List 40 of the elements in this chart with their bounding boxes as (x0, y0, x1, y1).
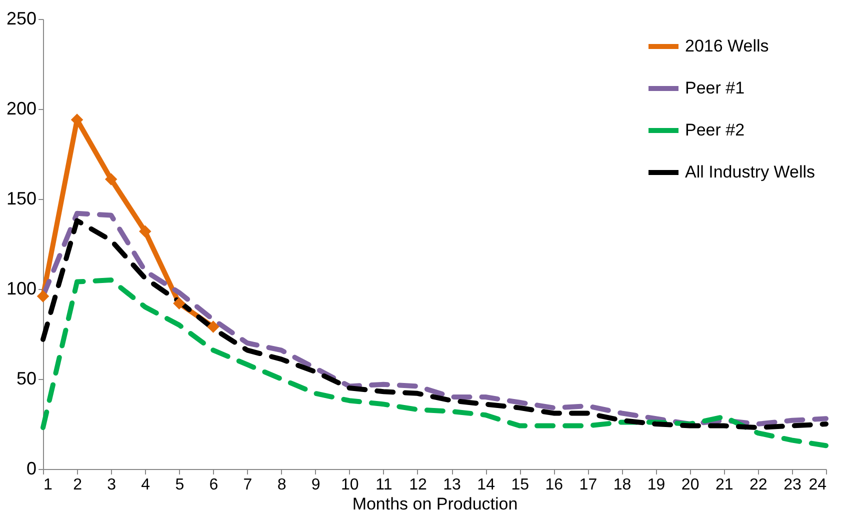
y-tick-label: 0 (26, 458, 36, 478)
x-tick-label: 6 (209, 476, 218, 494)
legend-label: Peer #1 (685, 78, 745, 98)
x-tick-label: 11 (376, 476, 392, 494)
x-tick-label: 13 (443, 476, 462, 494)
x-tick-label: 17 (579, 476, 598, 494)
point (36, 290, 50, 302)
x-tick-label: 9 (311, 476, 320, 494)
legend-label: All Industry Wells (685, 162, 816, 182)
x-tick-label: 14 (477, 476, 496, 494)
legend-label: 2016 Wells (685, 36, 769, 56)
x-tick-label: 23 (784, 476, 802, 494)
x-tick-label: 20 (681, 476, 700, 494)
x-tick-label: 22 (750, 476, 768, 494)
x-tick-label: 8 (277, 476, 286, 494)
x-tick-label: 24 (808, 476, 827, 494)
y-tick-label: 250 (6, 8, 36, 28)
point (139, 225, 152, 238)
x-tick-label: 21 (715, 476, 734, 494)
point (173, 297, 186, 310)
x-tick-label: 10 (340, 476, 359, 494)
x-tick-label: 2 (73, 476, 82, 494)
x-tick-label: 12 (409, 476, 427, 494)
y-tick-label: 50 (16, 368, 36, 388)
x-tick-label: 5 (175, 476, 184, 494)
x-tick-label: 7 (243, 476, 252, 494)
x-tick-label: 19 (647, 476, 666, 494)
x-tick-label: 4 (141, 476, 150, 494)
point (207, 320, 220, 333)
x-axis-title: Months on Production (352, 494, 518, 514)
y-tick-label: 100 (6, 278, 36, 298)
y-tick-label: 150 (6, 188, 36, 208)
y-tick-label: 200 (6, 98, 36, 118)
x-tick-label: 16 (545, 476, 564, 494)
point (104, 173, 118, 186)
x-tick-label: 15 (511, 476, 530, 494)
x-tick-label: 1 (44, 476, 52, 494)
legend-label: Peer #2 (685, 120, 745, 140)
x-tick-label: 3 (107, 476, 116, 494)
x-tick-label: 18 (613, 476, 632, 494)
